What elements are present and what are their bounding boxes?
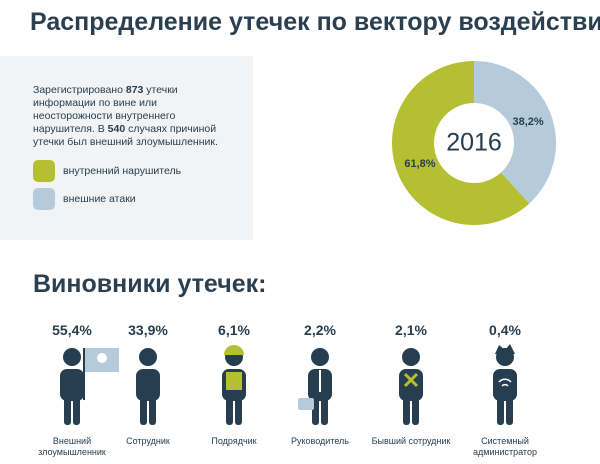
leg <box>226 395 233 425</box>
legend-label: внутренний нарушитель <box>63 165 182 177</box>
role-label: Внешний злоумышленник <box>38 436 106 457</box>
helmet <box>224 345 244 355</box>
skull <box>97 353 107 363</box>
person-icon <box>399 348 423 425</box>
leg <box>321 395 328 425</box>
role-label: Системный администратор <box>473 436 537 457</box>
leg <box>412 395 419 425</box>
role-label: Бывший сотрудник <box>371 436 451 446</box>
hair <box>495 344 515 354</box>
section-title: Виновники утечек: <box>33 270 267 298</box>
legend-entry: внутренний нарушитель <box>33 160 181 182</box>
info-box: Зарегистрировано 873 утечки информации п… <box>0 56 253 240</box>
percent-label: 2,2% <box>304 322 336 338</box>
percent-label: 2,1% <box>395 322 427 338</box>
role-label: Сотрудник <box>126 436 170 446</box>
wifi <box>498 378 512 387</box>
person-icon <box>136 348 160 425</box>
role-label: Подрядчик <box>211 436 257 446</box>
info-text-part: Зарегистрировано <box>33 84 126 96</box>
vest <box>226 372 242 390</box>
percent-label: 55,4% <box>52 322 92 338</box>
leg <box>140 395 147 425</box>
info-text: Зарегистрировано 873 утечки информации п… <box>33 84 233 149</box>
role-label: Руководитель <box>291 436 349 446</box>
leg <box>506 395 513 425</box>
legend-entry: внешние атаки <box>33 188 136 210</box>
donut-label: 38,2% <box>512 116 543 128</box>
cross <box>403 372 419 388</box>
percent-label: 6,1% <box>218 322 250 338</box>
head <box>402 348 420 366</box>
page-title: Распределение утечек по вектору воздейст… <box>30 8 600 36</box>
legend-label: внешние атаки <box>63 193 136 205</box>
body <box>399 369 423 401</box>
info-number: 873 <box>125 84 144 96</box>
person-icon <box>222 345 246 425</box>
info-number: 540 <box>107 123 126 135</box>
info-text-part: случаях причиной утечки был внешний злоу… <box>33 123 218 148</box>
body <box>60 369 84 401</box>
percent-label: 0,4% <box>489 322 521 338</box>
donut-segment <box>474 61 556 204</box>
leg <box>403 395 410 425</box>
person-icon <box>493 344 517 425</box>
head <box>139 348 157 366</box>
person-icon <box>60 348 119 425</box>
leg <box>73 395 80 425</box>
legend-swatch <box>33 160 55 182</box>
donut-label: 61,8% <box>404 158 435 170</box>
percent-label: 33,9% <box>128 322 168 338</box>
leg <box>64 395 71 425</box>
head <box>63 348 81 366</box>
legend-swatch <box>33 188 55 210</box>
leg <box>235 395 242 425</box>
leg <box>497 395 504 425</box>
donut-segment <box>391 61 530 226</box>
info-text-part: утечки информации по вине или неосторожн… <box>33 84 178 135</box>
head <box>311 348 329 366</box>
briefcase <box>298 398 314 410</box>
person-icon <box>298 348 332 425</box>
leg <box>149 395 156 425</box>
donut-center-label: 2016 <box>446 129 502 157</box>
body <box>136 369 160 401</box>
